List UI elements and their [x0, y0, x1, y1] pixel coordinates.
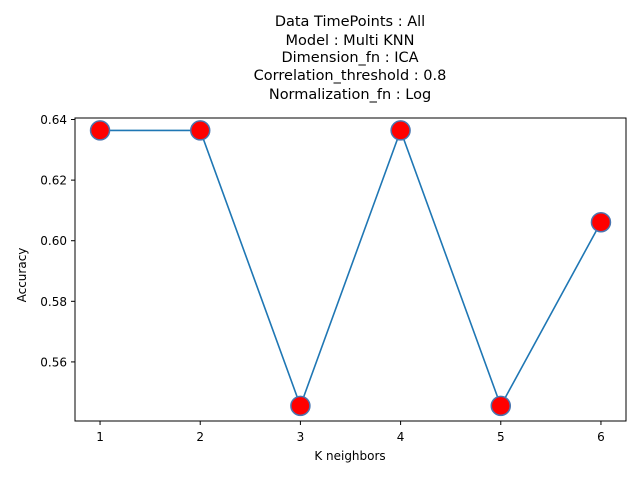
x-tick-label: 2	[196, 430, 204, 444]
title-line-1: Data TimePoints : All	[275, 14, 425, 30]
plot-frame	[74, 117, 627, 422]
title-line-4: Correlation_threshold : 0.8	[254, 68, 447, 84]
y-tick-label: 0.56	[40, 355, 67, 369]
y-tick-label: 0.64	[40, 113, 67, 127]
x-tick-label: 5	[497, 430, 505, 444]
x-tick-label: 4	[397, 430, 405, 444]
data-point	[490, 395, 512, 417]
chart-title: Data TimePoints : All Model : Multi KNN …	[254, 14, 447, 103]
y-tick-label: 0.58	[40, 295, 67, 309]
data-point	[390, 120, 411, 141]
x-tick-label: 3	[297, 430, 305, 444]
data-point	[590, 211, 612, 233]
title-line-3: Dimension_fn : ICA	[281, 50, 418, 66]
title-line-2: Model : Multi KNN	[286, 33, 415, 49]
series	[89, 120, 612, 417]
x-tick-label: 6	[597, 430, 605, 444]
y-axis-label: Accuracy	[15, 248, 29, 303]
x-ticks: 1 2 3 4 5 6	[96, 421, 605, 444]
data-point	[189, 120, 211, 141]
y-tick-label: 0.62	[40, 174, 67, 188]
series-line	[100, 128, 602, 409]
data-point	[290, 395, 311, 417]
y-tick-label: 0.60	[40, 234, 67, 248]
title-line-5: Normalization_fn : Log	[269, 87, 431, 103]
y-ticks: 0.56 0.58 0.60 0.62 0.64	[40, 113, 75, 369]
data-point	[89, 120, 111, 141]
x-tick-label: 1	[96, 430, 104, 444]
x-axis-label: K neighbors	[314, 449, 385, 463]
plot-axes	[74, 117, 627, 422]
